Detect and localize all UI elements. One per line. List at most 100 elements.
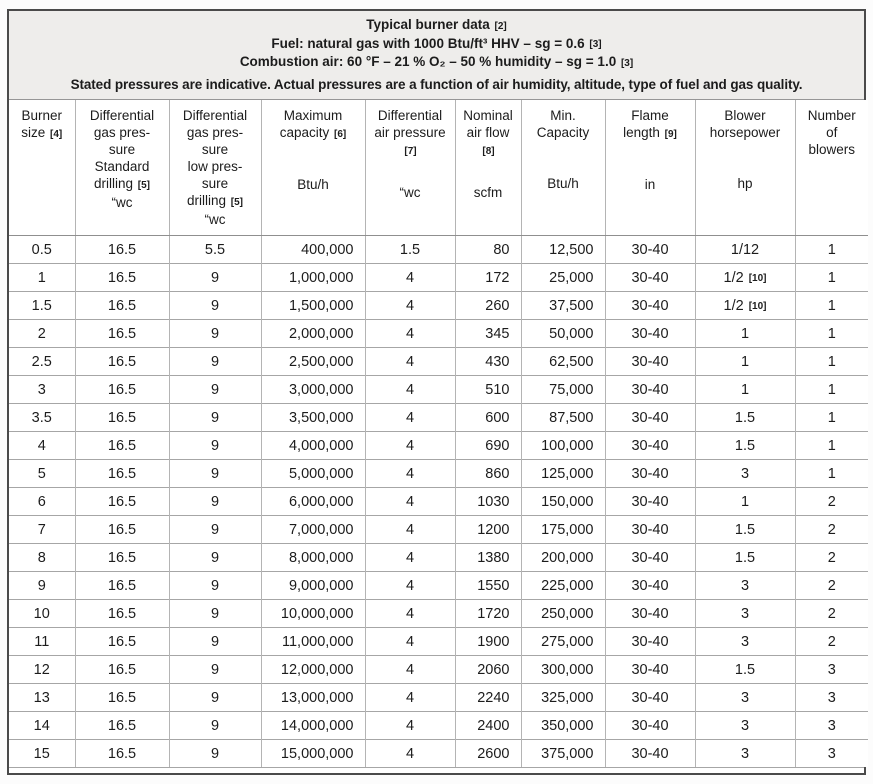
cell-burner-size: 3 [37, 381, 46, 398]
cell-number-of-blowers: 1 [794, 375, 868, 404]
cell-flame-length: 30-40 [604, 431, 695, 460]
cell-nominal-air-flow: 1200 [454, 515, 521, 544]
cell-diff-gas-pressure-low: 9 [168, 515, 261, 544]
header-row: Burner size [4] Differential gas pres-sure S… [9, 100, 868, 236]
column-header-min-capacity: Min. Capacity Btu/h [520, 100, 605, 236]
unit-label [796, 158, 869, 235]
cell-min-capacity: 375,000 [520, 739, 605, 767]
cell-burner-size: 15 [33, 745, 50, 762]
cell-blower-horsepower: 1.5 [694, 431, 795, 460]
cell-maximum-capacity: 6,000,000 [260, 487, 365, 516]
cell-burner-size: 8 [37, 549, 46, 566]
cell-diff-gas-pressure-low: 9 [168, 347, 261, 376]
fuel-spec-line: Fuel: natural gas with 1000 Btu/ft³ HHV … [271, 35, 602, 51]
unit-label: in [644, 176, 656, 192]
cell-number-of-blowers: 2 [794, 487, 868, 516]
cell-number-of-blowers: 3 [794, 711, 868, 740]
column-label: Differential air pressure [7] [374, 108, 446, 157]
cell-diff-air-pressure: 4 [364, 403, 455, 432]
cell-nominal-air-flow: 690 [454, 431, 521, 460]
cell-diff-gas-pressure-low: 9 [168, 655, 261, 684]
cell-burner-size: 11 [34, 633, 50, 650]
cell-number-of-blowers: 1 [794, 347, 868, 376]
cell-flame-length: 30-40 [604, 515, 695, 544]
footnote-ref: [7] [404, 145, 417, 157]
table-row: 1.5 16.5 9 1,500,000 4 260 37,500 30-40 1/2 [10]… [9, 291, 868, 320]
cell-maximum-capacity: 14,000,000 [260, 711, 365, 740]
column-label: Differential gas pres-sure Standard drillin… [89, 108, 155, 210]
cell-nominal-air-flow: 2600 [454, 739, 521, 767]
cell-flame-length: 30-40 [604, 711, 695, 740]
cell-min-capacity: 87,500 [520, 403, 605, 432]
table-row: 10 16.5 9 10,000,000 4 1720 250,000 30-40 3 2 [9, 599, 868, 628]
table-row: 2 16.5 9 2,000,000 4 345 50,000 30-40 1 1 [9, 319, 868, 348]
cell-blower-horsepower: 1/2 [10] [694, 263, 795, 292]
table-row: 8 16.5 9 8,000,000 4 1380 200,000 30-40 1.5 2 [9, 543, 868, 572]
cell-blower-horsepower: 3 [694, 739, 795, 767]
cell-number-of-blowers: 1 [794, 403, 868, 432]
cell-number-of-blowers: 2 [794, 571, 868, 600]
cell-flame-length: 30-40 [604, 739, 695, 767]
cell-diff-gas-pressure-low: 9 [168, 459, 261, 488]
table-bottom-strip [9, 767, 864, 773]
cell-diff-gas-pressure-std: 16.5 [74, 263, 169, 292]
cell-nominal-air-flow: 345 [454, 319, 521, 348]
column-header-diff-gas-pressure-low: Differential gas pres-sure low pres-sure dr… [168, 100, 261, 236]
cell-diff-gas-pressure-std: 16.5 [74, 543, 169, 572]
footnote-ref: [3] [620, 57, 634, 69]
cell-diff-air-pressure: 4 [364, 599, 455, 628]
cell-min-capacity: 350,000 [520, 711, 605, 740]
cell-blower-horsepower: 1 [694, 487, 795, 516]
cell-flame-length: 30-40 [604, 235, 695, 264]
table-row: 0.5 16.5 5.5 400,000 1.5 80 12,500 30-40 1/12 1 [9, 235, 868, 264]
cell-maximum-capacity: 12,000,000 [260, 655, 365, 684]
column-label: Nominal air flow [8] [463, 108, 513, 157]
cell-min-capacity: 12,500 [520, 235, 605, 264]
footnote-ref: [10] [748, 273, 767, 284]
cell-diff-air-pressure: 4 [364, 683, 455, 712]
cell-burner-size: 5 [37, 465, 46, 482]
cell-burner-size: 6 [37, 493, 46, 510]
cell-min-capacity: 225,000 [520, 571, 605, 600]
table-row: 3 16.5 9 3,000,000 4 510 75,000 30-40 1 1 [9, 375, 868, 404]
cell-flame-length: 30-40 [604, 487, 695, 516]
cell-diff-gas-pressure-std: 16.5 [74, 515, 169, 544]
cell-diff-gas-pressure-std: 16.5 [74, 291, 169, 320]
cell-blower-horsepower: 1.5 [694, 403, 795, 432]
footnote-ref: [9] [664, 128, 677, 140]
cell-number-of-blowers: 2 [794, 543, 868, 572]
cell-burner-size: 13 [33, 689, 50, 706]
cell-maximum-capacity: 3,000,000 [260, 375, 365, 404]
cell-flame-length: 30-40 [604, 263, 695, 292]
table-row: 5 16.5 9 5,000,000 4 860 125,000 30-40 3 1 [9, 459, 868, 488]
cell-diff-air-pressure: 4 [364, 375, 455, 404]
cell-burner-size: 7 [37, 521, 46, 538]
cell-maximum-capacity: 3,500,000 [260, 403, 365, 432]
cell-burner-size: 10 [33, 605, 50, 622]
cell-flame-length: 30-40 [604, 459, 695, 488]
cell-diff-gas-pressure-std: 16.5 [74, 627, 169, 656]
cell-number-of-blowers: 1 [794, 431, 868, 460]
cell-diff-gas-pressure-low: 9 [168, 375, 261, 404]
cell-blower-horsepower: 3 [694, 683, 795, 712]
cell-diff-gas-pressure-low: 9 [168, 571, 261, 600]
cell-blower-horsepower: 3 [694, 459, 795, 488]
table-row: 7 16.5 9 7,000,000 4 1200 175,000 30-40 1.5 2 [9, 515, 868, 544]
burner-data-table: Burner size [4] Differential gas pres-sure S… [9, 100, 868, 767]
cell-number-of-blowers: 1 [794, 459, 868, 488]
cell-diff-gas-pressure-std: 16.5 [74, 487, 169, 516]
cell-diff-gas-pressure-std: 16.5 [74, 599, 169, 628]
unit-label: Btu/h [297, 176, 329, 192]
table-row: 12 16.5 9 12,000,000 4 2060 300,000 30-40 1.5 3 [9, 655, 868, 684]
cell-diff-gas-pressure-low: 9 [168, 263, 261, 292]
column-label: Flame length [9] [623, 108, 677, 140]
cell-blower-horsepower: 1 [694, 375, 795, 404]
cell-number-of-blowers: 2 [794, 627, 868, 656]
footnote-ref: [8] [482, 145, 495, 157]
cell-nominal-air-flow: 430 [454, 347, 521, 376]
cell-diff-air-pressure: 4 [364, 431, 455, 460]
cell-maximum-capacity: 13,000,000 [260, 683, 365, 712]
unit-label: scfm [473, 185, 503, 200]
cell-blower-horsepower: 1.5 [694, 543, 795, 572]
cell-diff-air-pressure: 4 [364, 543, 455, 572]
